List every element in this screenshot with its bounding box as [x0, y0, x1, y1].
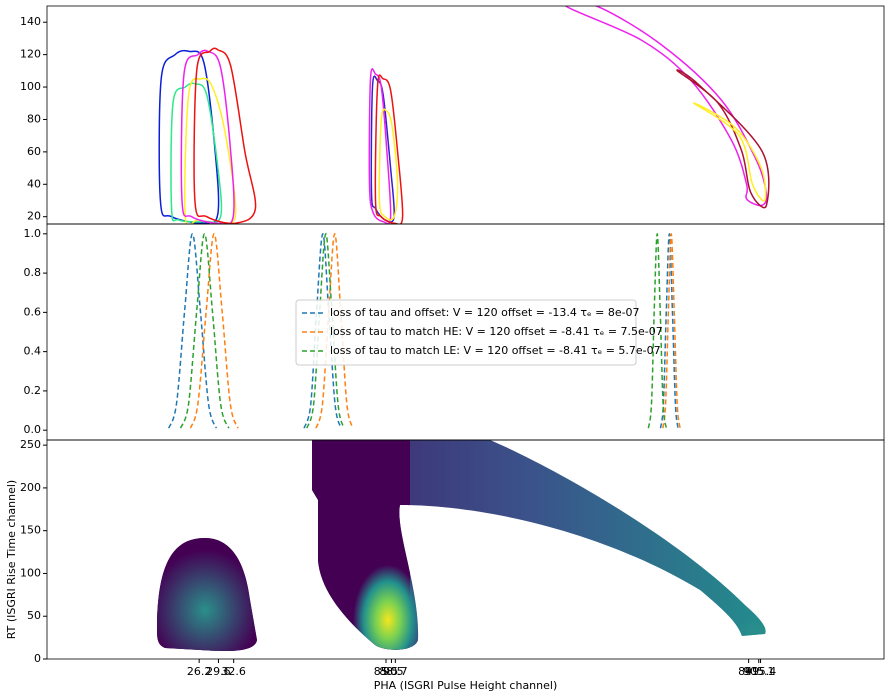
- density-core: [157, 550, 260, 651]
- legend-label: loss of tau to match LE: V = 120 offset …: [330, 344, 661, 357]
- y-tick-label: 20: [27, 210, 41, 223]
- contour-line: [676, 69, 770, 209]
- y-tick-label: 250: [20, 438, 41, 451]
- y-tick-label: 60: [27, 145, 41, 158]
- contour-line: [368, 68, 392, 224]
- y-tick-label: 50: [27, 609, 41, 622]
- y-tick-label: 0.2: [24, 384, 42, 397]
- contour-line: [193, 47, 257, 224]
- contour-line: [378, 108, 399, 221]
- y-tick-label: 1.0: [24, 227, 42, 240]
- x-tick-label: 915.4: [745, 665, 777, 678]
- x-tick-label: 29.6: [206, 665, 231, 678]
- y-tick-label: 150: [20, 524, 41, 537]
- density-core: [353, 565, 423, 651]
- y-tick-label: 0.8: [24, 266, 42, 279]
- legend-label: loss of tau to match HE: V = 120 offset …: [330, 325, 663, 338]
- y-tick-label: 0.4: [24, 345, 42, 358]
- contour-line: [180, 49, 235, 224]
- contour-line: [564, 6, 768, 207]
- y-tick-label: 0.0: [24, 423, 42, 436]
- y-tick-label: 0: [34, 652, 41, 665]
- plot-area: [167, 233, 681, 429]
- x-tick-label: 88.5: [379, 665, 404, 678]
- contour-line: [158, 49, 220, 224]
- density-core: [735, 618, 766, 642]
- contour-line: [170, 82, 223, 224]
- contour-line: [374, 74, 404, 224]
- x-tick-label: 26.2: [187, 665, 212, 678]
- y-tick-label: 200: [20, 481, 41, 494]
- line: [189, 233, 681, 429]
- y-tick-label: 100: [20, 80, 41, 93]
- density-image: [157, 440, 766, 651]
- line: [179, 233, 668, 429]
- legend-label: loss of tau and offset: V = 120 offset =…: [330, 306, 640, 319]
- plot-area: [158, 6, 770, 224]
- y-axis-label: RT (ISGRI Rise Time channel): [5, 480, 18, 639]
- axes-frame: [46, 439, 885, 660]
- x-axis-label: PHA (ISGRI Pulse Height channel): [374, 679, 558, 692]
- x-tick-label: 905.1: [743, 665, 775, 678]
- y-tick-label: 100: [20, 566, 41, 579]
- y-tick-label: 80: [27, 112, 41, 125]
- y-tick-label: 120: [20, 48, 41, 61]
- x-tick-label: 849: [738, 665, 759, 678]
- x-tick-label: 32.6: [221, 665, 246, 678]
- y-tick-label: 40: [27, 177, 41, 190]
- x-tick-label: 85.5: [374, 665, 399, 678]
- x-tick-label: 90.7: [383, 665, 408, 678]
- legend-box: [295, 299, 637, 366]
- y-tick-label: 0.6: [24, 305, 42, 318]
- contour-line: [370, 75, 396, 223]
- contour-line: [693, 102, 767, 202]
- y-tick-label: 140: [20, 15, 41, 28]
